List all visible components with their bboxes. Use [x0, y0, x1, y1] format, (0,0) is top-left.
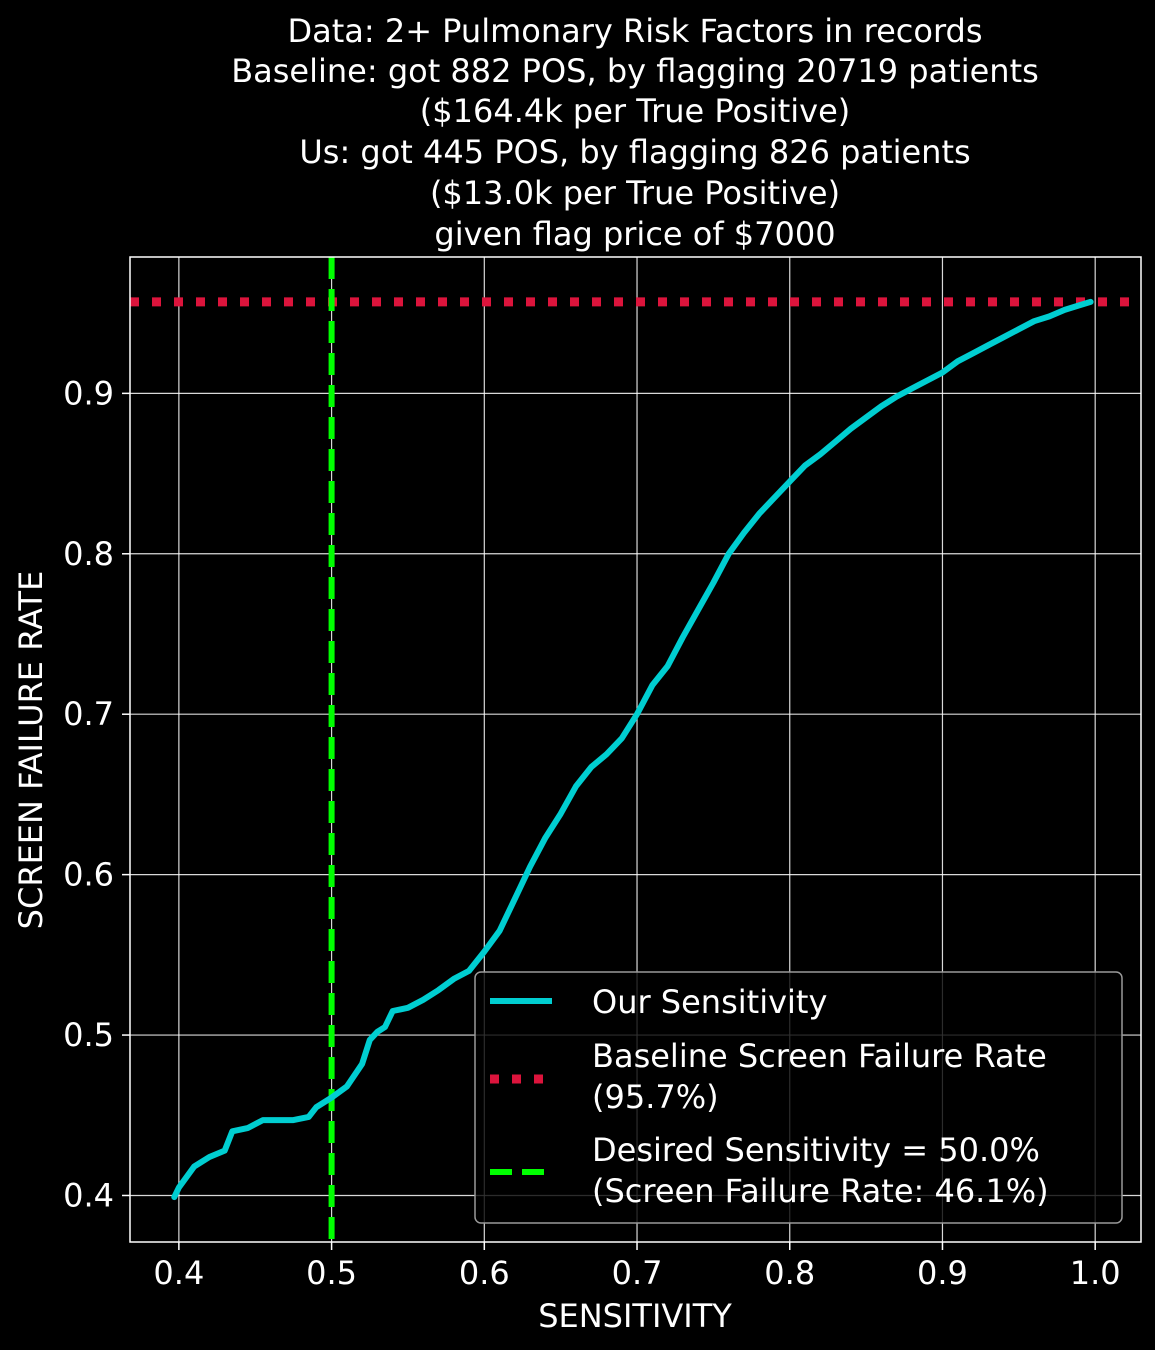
title-line-6: given flag price of $7000: [434, 215, 835, 253]
title-line-2: Baseline: got 882 POS, by flagging 20719…: [231, 52, 1039, 90]
legend-label-our-sensitivity: Our Sensitivity: [592, 983, 827, 1021]
y-tick-label: 0.5: [63, 1016, 114, 1054]
x-tick-label: 1.0: [1070, 1254, 1121, 1292]
x-tick-label: 0.6: [459, 1254, 510, 1292]
title-line-3: ($164.4k per True Positive): [420, 92, 850, 130]
legend-label-baseline-line2: (95.7%): [592, 1078, 719, 1116]
legend-box: [474, 971, 1123, 1224]
title-line-4: Us: got 445 POS, by flagging 826 patient…: [299, 133, 970, 171]
title-line-1: Data: 2+ Pulmonary Risk Factors in recor…: [287, 12, 982, 50]
x-axis-label: SENSITIVITY: [538, 1297, 732, 1335]
x-tick-label: 0.9: [917, 1254, 968, 1292]
x-axis-ticks: 0.4 0.5 0.6 0.7 0.8 0.9 1.0: [153, 1242, 1121, 1292]
title-line-5: ($13.0k per True Positive): [430, 174, 840, 212]
series-layer: [130, 257, 1141, 1242]
chart-title: Data: 2+ Pulmonary Risk Factors in recor…: [231, 12, 1039, 253]
x-tick-label: 0.4: [153, 1254, 204, 1292]
y-axis-ticks: 0.4 0.5 0.6 0.7 0.8 0.9: [63, 374, 130, 1214]
legend-label-baseline-line1: Baseline Screen Failure Rate: [592, 1037, 1047, 1075]
y-tick-label: 0.8: [63, 535, 114, 573]
y-tick-label: 0.7: [63, 695, 114, 733]
legend: Our Sensitivity Baseline Screen Failure …: [474, 971, 1123, 1224]
our-sensitivity-line: [171, 298, 1094, 1201]
y-axis-label: SCREEN FAILURE RATE: [12, 571, 50, 930]
x-tick-label: 0.8: [764, 1254, 815, 1292]
plot-frame: [129, 256, 1142, 1243]
y-tick-label: 0.9: [63, 374, 114, 412]
legend-label-desired-line2: (Screen Failure Rate: 46.1%): [592, 1172, 1049, 1210]
x-tick-label: 0.7: [612, 1254, 663, 1292]
y-tick-label: 0.4: [63, 1176, 114, 1214]
legend-label-desired-line1: Desired Sensitivity = 50.0%: [592, 1131, 1040, 1169]
x-tick-label: 0.5: [306, 1254, 357, 1292]
y-tick-label: 0.6: [63, 856, 114, 894]
